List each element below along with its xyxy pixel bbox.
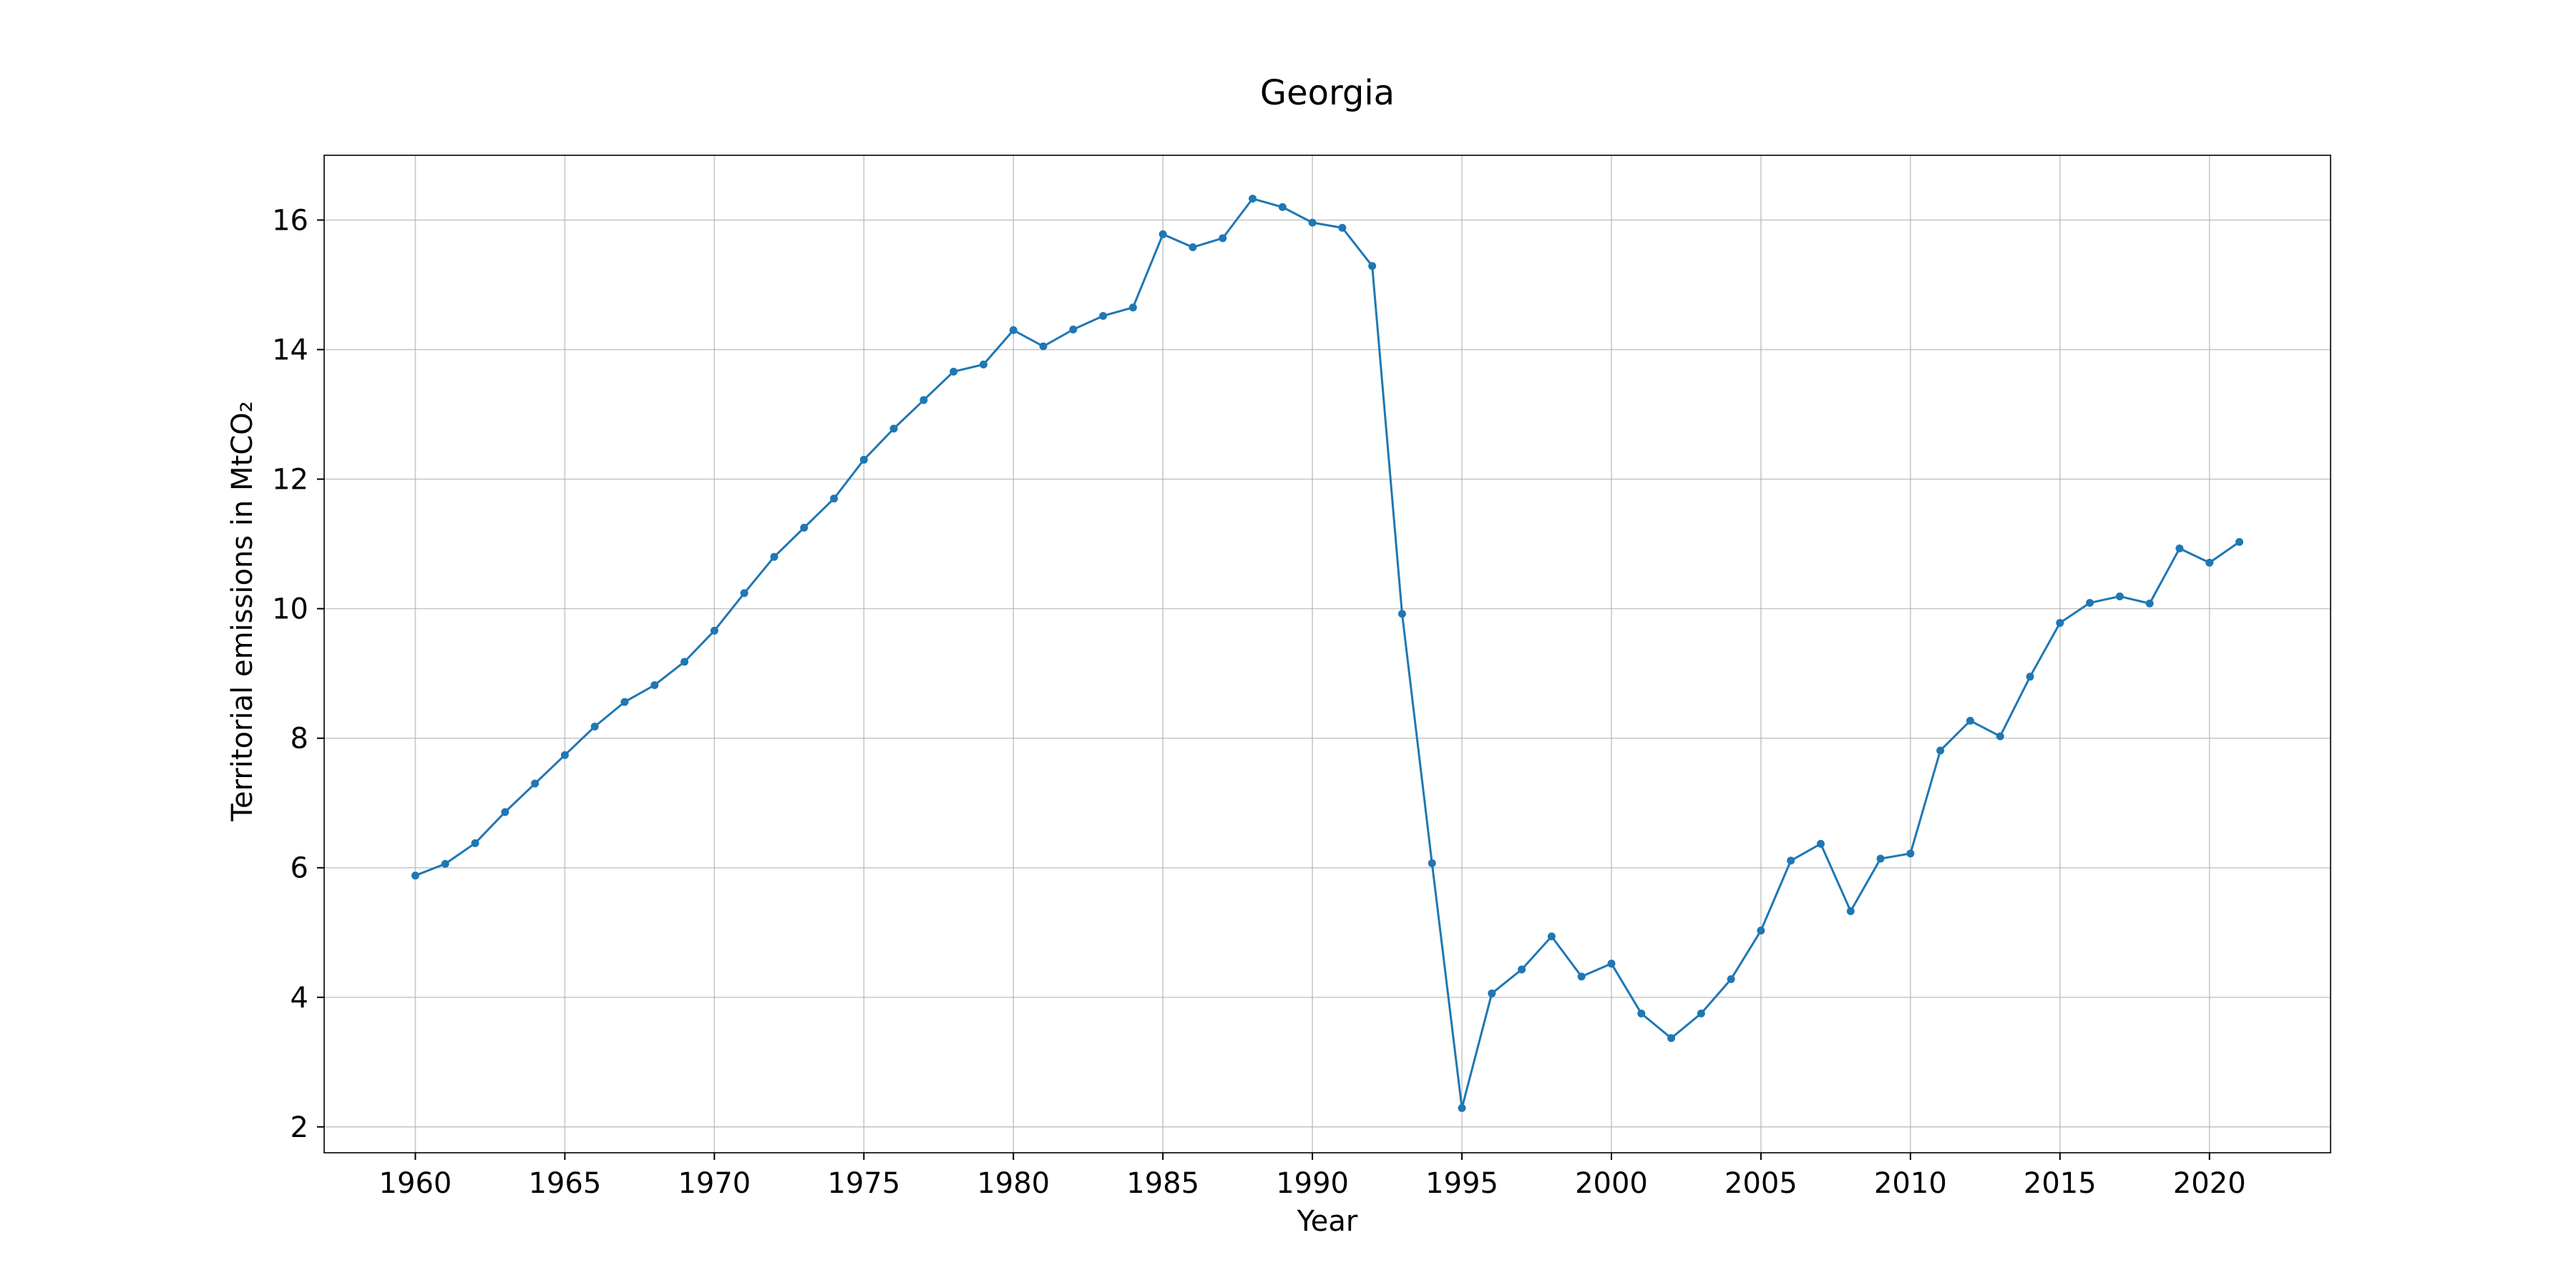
data-point (2205, 558, 2214, 567)
data-point (1189, 243, 1197, 252)
x-tick-label: 1965 (528, 1167, 601, 1200)
data-point (441, 859, 449, 868)
data-point (1158, 230, 1167, 238)
data-point (1876, 854, 1885, 863)
x-tick-label: 2005 (1724, 1167, 1797, 1200)
data-point (501, 808, 509, 816)
data-point (1428, 859, 1436, 867)
data-point (1219, 234, 1227, 243)
data-point (740, 589, 748, 597)
y-tick-label: 4 (291, 982, 308, 1015)
data-point (710, 626, 718, 635)
data-point (1249, 195, 1257, 203)
y-tick-label: 16 (272, 205, 308, 238)
data-point (1009, 326, 1018, 334)
data-point (680, 658, 689, 666)
data-point (531, 779, 540, 788)
data-point (1667, 1034, 1676, 1043)
y-tick-label: 2 (291, 1111, 308, 1144)
data-point (1787, 857, 1795, 865)
x-tick-label: 1985 (1126, 1167, 1199, 1200)
data-point (1936, 746, 1945, 755)
axis-ticks: 1960 1965 1970 1975 1980 1985 1990 1995 2000 2005… (272, 205, 2246, 1200)
data-point (1039, 342, 1048, 351)
data-point (1697, 1009, 1705, 1018)
data-point (2145, 599, 2154, 608)
data-point (1069, 326, 1078, 333)
data-point (1727, 975, 1735, 983)
x-tick-label: 1970 (678, 1167, 751, 1200)
data-point (1547, 932, 1556, 941)
data-point (1518, 965, 1526, 974)
data-point (1308, 218, 1317, 227)
x-tick-label: 2010 (1874, 1167, 1947, 1200)
data-point (859, 455, 868, 464)
data-point (2115, 592, 2124, 600)
data-point (1338, 223, 1347, 232)
x-tick-label: 2015 (2024, 1167, 2097, 1200)
data-point (471, 839, 479, 847)
y-tick-label: 12 (272, 464, 308, 497)
x-tick-label: 2000 (1575, 1167, 1648, 1200)
data-point (919, 396, 928, 404)
data-point (950, 367, 958, 376)
data-point (1996, 732, 2004, 741)
y-tick-label: 6 (291, 852, 308, 885)
data-point (829, 494, 838, 503)
data-point (1128, 303, 1137, 312)
data-point (800, 523, 809, 532)
chart-title: Georgia (1260, 73, 1395, 113)
data-point (1817, 839, 1825, 848)
data-point (2086, 598, 2094, 607)
data-point (2026, 673, 2034, 681)
data-point (411, 872, 419, 880)
data-point (2235, 537, 2244, 546)
grid (324, 155, 2331, 1153)
data-point (560, 751, 569, 759)
x-tick-label: 1975 (827, 1167, 900, 1200)
data-point (2175, 544, 2184, 552)
x-tick-label: 2020 (2173, 1167, 2246, 1200)
data-point (1966, 716, 1974, 725)
data-point (1607, 960, 1616, 968)
x-tick-label: 1990 (1276, 1167, 1349, 1200)
y-tick-label: 8 (291, 723, 308, 756)
y-tick-label: 10 (272, 593, 308, 626)
data-point (979, 360, 987, 369)
data-point (770, 552, 779, 561)
series-layer (411, 195, 2244, 1113)
data-point (1397, 610, 1406, 618)
series-line (414, 197, 2240, 1110)
data-point (1368, 262, 1377, 270)
data-point (650, 680, 659, 689)
data-point (620, 698, 629, 706)
data-point (1099, 311, 1108, 320)
x-tick-label: 1980 (977, 1167, 1050, 1200)
data-point (590, 722, 599, 731)
y-tick-label: 14 (272, 334, 308, 367)
plot-frame (323, 155, 2331, 1153)
data-point (1757, 927, 1765, 935)
data-point (1906, 849, 1915, 858)
y-axis-label: Territorial emissions in MtCO₂ (226, 401, 259, 821)
data-point (1278, 203, 1287, 211)
x-axis-label: Year (1297, 1205, 1358, 1238)
data-point (1637, 1009, 1646, 1018)
data-point (1846, 907, 1855, 915)
data-point (1458, 1104, 1466, 1113)
data-point (889, 424, 898, 433)
x-tick-label: 1960 (379, 1167, 452, 1200)
data-point (2056, 619, 2064, 628)
x-tick-label: 1995 (1425, 1167, 1498, 1200)
data-point (1577, 972, 1586, 981)
data-point (1488, 989, 1496, 997)
